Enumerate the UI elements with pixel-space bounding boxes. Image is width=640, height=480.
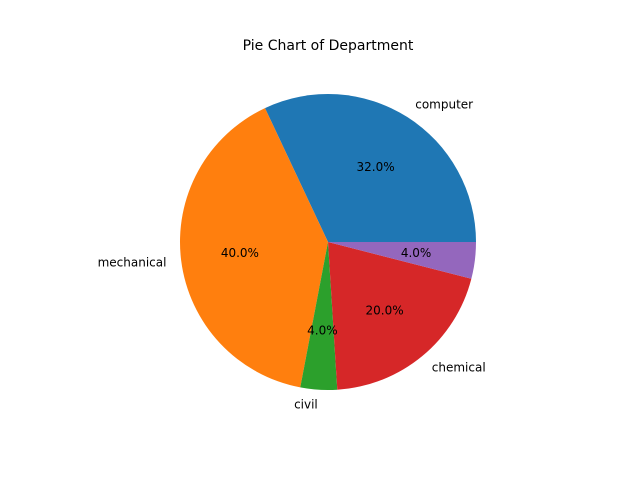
pie-slice-computer <box>264 93 476 242</box>
pct-label-slice-4: 4.0% <box>401 246 432 260</box>
slice-label-chemical: chemical <box>432 360 486 374</box>
slice-label-computer: computer <box>415 98 473 112</box>
pie-slice-civil <box>300 242 338 390</box>
pie-slices <box>180 93 476 390</box>
pie-slice-chemical <box>328 242 472 390</box>
slice-label-civil: civil <box>294 397 318 411</box>
pct-label-civil: 4.0% <box>307 324 338 338</box>
pie-labels: 32.0% computer 40.0% mechanical 4.0% civil 20.… <box>98 98 486 412</box>
pct-label-chemical: 20.0% <box>366 303 404 317</box>
pct-label-mechanical: 40.0% <box>221 246 259 260</box>
pie-slice-mechanical <box>180 108 328 388</box>
pie-slice-slice-4 <box>328 242 476 279</box>
chart-title: Pie Chart of Department <box>243 38 414 54</box>
pct-label-computer: 32.0% <box>357 160 395 174</box>
slice-label-mechanical: mechanical <box>98 255 167 269</box>
